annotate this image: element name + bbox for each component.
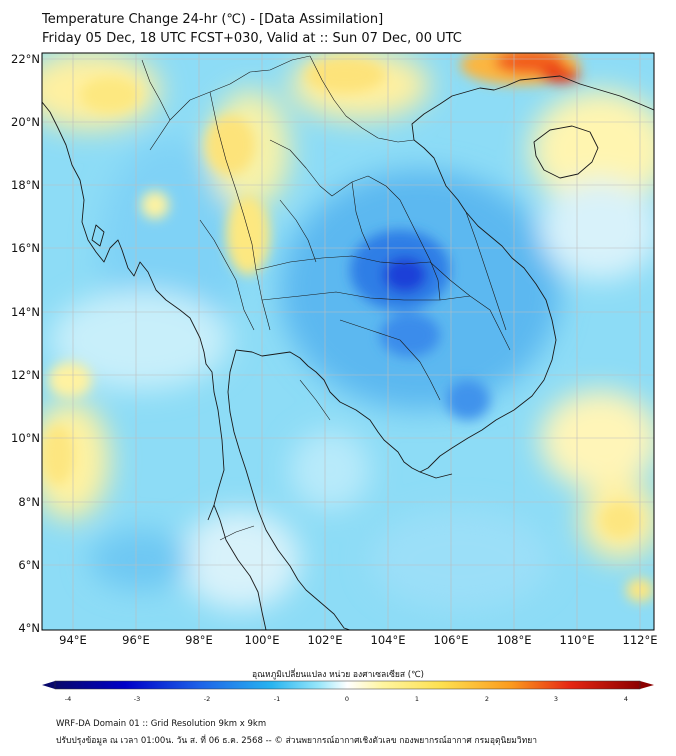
lat-label: 6°N [18,558,40,572]
colorbar-max-arrow [640,681,654,689]
footer-credit: ปรับปรุงข้อมูล ณ เวลา 01:00น. วัน ส. ที่… [56,736,537,746]
lon-label: 104°E [370,633,406,647]
colorbar [42,680,654,690]
colorbar-tick: 0 [344,695,350,703]
plot-frame [41,52,655,631]
colorbar-tick: 3 [553,695,559,703]
lon-label: 108°E [496,633,532,647]
lat-label: 12°N [11,368,40,382]
colorbar-min-arrow [42,681,55,689]
lon-label: 106°E [433,633,469,647]
coastlines [42,75,654,630]
lon-label: 98°E [185,633,213,647]
map-subtitle: Friday 05 Dec, 18 UTC FCST+030, Valid at… [42,31,462,46]
lat-label: 14°N [11,305,40,319]
colorbar-tick: -1 [273,695,281,703]
lat-label: 10°N [11,431,40,445]
colorbar-tick: -4 [64,695,72,703]
temperature-field [42,53,654,630]
admin-borders [141,55,511,541]
lat-label: 4°N [18,621,40,635]
lon-label: 110°E [559,633,595,647]
colorbar-tick: 1 [414,695,420,703]
colorbar-gradient [55,681,640,689]
colorbar-tick: 2 [484,695,490,703]
colorbar-tick: 4 [623,695,629,703]
lat-label: 22°N [11,52,40,66]
lat-label: 18°N [11,178,40,192]
graticule [42,53,654,630]
lat-label: 8°N [18,495,40,509]
colorbar-label: อุณหภูมิเปลี่ยนแปลง หน่วย องศาเซลเซียส (… [252,670,424,680]
footer-model-info: WRF-DA Domain 01 :: Grid Resolution 9km … [56,719,267,729]
colorbar-tick: -3 [133,695,141,703]
lon-label: 100°E [244,633,280,647]
lon-label: 112°E [622,633,658,647]
lat-label: 20°N [11,115,40,129]
map-title: Temperature Change 24-hr (℃) - [Data Ass… [42,12,384,27]
colorbar-tick: -2 [203,695,211,703]
lon-label: 102°E [307,633,343,647]
lon-label: 96°E [122,633,150,647]
lon-label: 94°E [59,633,87,647]
lat-label: 16°N [11,241,40,255]
